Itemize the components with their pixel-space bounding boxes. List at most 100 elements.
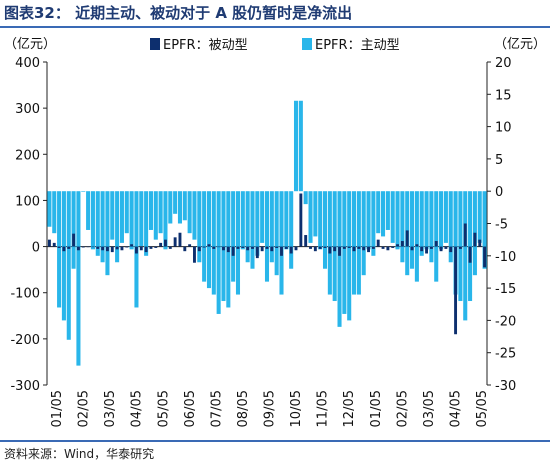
active-bar <box>95 191 100 256</box>
active-bar <box>458 191 463 302</box>
passive-bar <box>371 246 375 249</box>
active-bar <box>332 191 337 302</box>
passive-bar <box>468 246 472 263</box>
active-bar <box>71 191 76 269</box>
passive-bar <box>105 246 109 252</box>
active-bar <box>322 191 328 269</box>
active-bar <box>202 191 207 282</box>
active-bar <box>57 191 62 308</box>
active-bar <box>100 191 105 263</box>
right-tick-label: -20 <box>495 314 516 329</box>
passive-bar <box>333 246 337 252</box>
passive-bar <box>357 246 361 249</box>
passive-bar <box>159 242 163 247</box>
active-bar <box>264 191 270 282</box>
passive-bar <box>212 246 216 249</box>
passive-bar <box>101 246 105 251</box>
passive-bar <box>391 246 395 248</box>
active-bar <box>448 191 453 263</box>
passive-bar <box>226 246 230 253</box>
passive-bar <box>72 233 76 247</box>
passive-bar <box>251 246 254 249</box>
x-tick-label: 05/05 <box>156 390 171 427</box>
active-bar <box>289 191 294 269</box>
right-tick-label: -10 <box>495 250 516 265</box>
passive-bar <box>52 242 56 247</box>
passive-bar <box>405 230 409 247</box>
active-bar <box>385 191 390 230</box>
active-bar <box>153 191 158 240</box>
active-bar <box>216 191 221 314</box>
active-bar <box>274 191 279 276</box>
legend-swatch-active <box>302 38 312 50</box>
passive-bar <box>275 246 279 248</box>
left-tick-label: 100 <box>15 194 40 209</box>
active-bar <box>453 191 458 295</box>
x-tick-label: 02/05 <box>77 390 92 427</box>
x-tick-label: 03/05 <box>422 390 437 427</box>
passive-bar <box>323 246 327 248</box>
passive-bar <box>241 246 245 248</box>
passive-bar <box>478 239 482 247</box>
legend-label-passive: EPFR：被动型 <box>163 38 248 53</box>
active-bar <box>371 191 376 256</box>
active-bar <box>269 191 274 263</box>
x-tick-label: 07/05 <box>209 390 224 427</box>
passive-bar <box>91 246 95 248</box>
active-bar <box>66 191 71 340</box>
passive-bar <box>299 193 303 247</box>
passive-bar <box>231 246 235 256</box>
left-tick-label: 400 <box>15 56 40 71</box>
passive-bar <box>62 246 66 252</box>
passive-bar <box>202 246 206 248</box>
passive-bar <box>458 246 462 249</box>
active-bar <box>443 191 448 243</box>
active-bar <box>187 191 192 234</box>
passive-bar <box>178 232 182 247</box>
active-bar <box>110 191 115 240</box>
active-bar <box>144 191 149 256</box>
passive-bar <box>415 244 419 247</box>
passive-bar <box>270 246 274 252</box>
legend-label-active: EPFR：主动型 <box>315 38 400 53</box>
active-series-bars <box>47 100 487 366</box>
active-bar <box>177 191 182 224</box>
active-bar <box>313 191 318 237</box>
active-bar <box>395 191 400 250</box>
passive-series-bars <box>47 193 487 335</box>
active-bar <box>197 191 202 263</box>
passive-bar <box>396 244 399 247</box>
x-tick-label: 03/05 <box>103 390 118 427</box>
footer-divider <box>0 440 550 442</box>
passive-bar <box>139 246 143 251</box>
active-bar <box>52 191 57 234</box>
passive-bar <box>260 246 264 252</box>
active-bar <box>376 191 381 234</box>
active-bar <box>211 191 216 295</box>
x-tick-label: 06/05 <box>183 390 198 427</box>
active-bar <box>303 191 308 205</box>
passive-bar <box>289 246 293 254</box>
passive-bar <box>463 223 467 247</box>
passive-bar <box>280 246 283 256</box>
active-bar <box>414 191 419 282</box>
passive-bar <box>246 246 250 251</box>
active-bar <box>293 100 299 192</box>
right-unit-label: （亿元） <box>494 37 546 52</box>
active-bar <box>366 191 371 250</box>
passive-bar <box>222 246 225 251</box>
x-tick-label: 01/05 <box>369 390 384 427</box>
right-tick-label: 20 <box>495 56 512 71</box>
active-bar <box>119 191 124 243</box>
passive-bar <box>318 246 322 249</box>
passive-bar <box>86 246 90 248</box>
passive-bar <box>328 246 332 254</box>
passive-bar <box>173 237 177 247</box>
active-bar <box>250 191 255 269</box>
passive-bar <box>57 246 61 248</box>
passive-bar <box>130 244 134 247</box>
active-bar <box>318 191 323 250</box>
active-bar <box>308 191 313 243</box>
active-bar <box>337 191 342 327</box>
left-tick-label: 0 <box>32 241 40 256</box>
